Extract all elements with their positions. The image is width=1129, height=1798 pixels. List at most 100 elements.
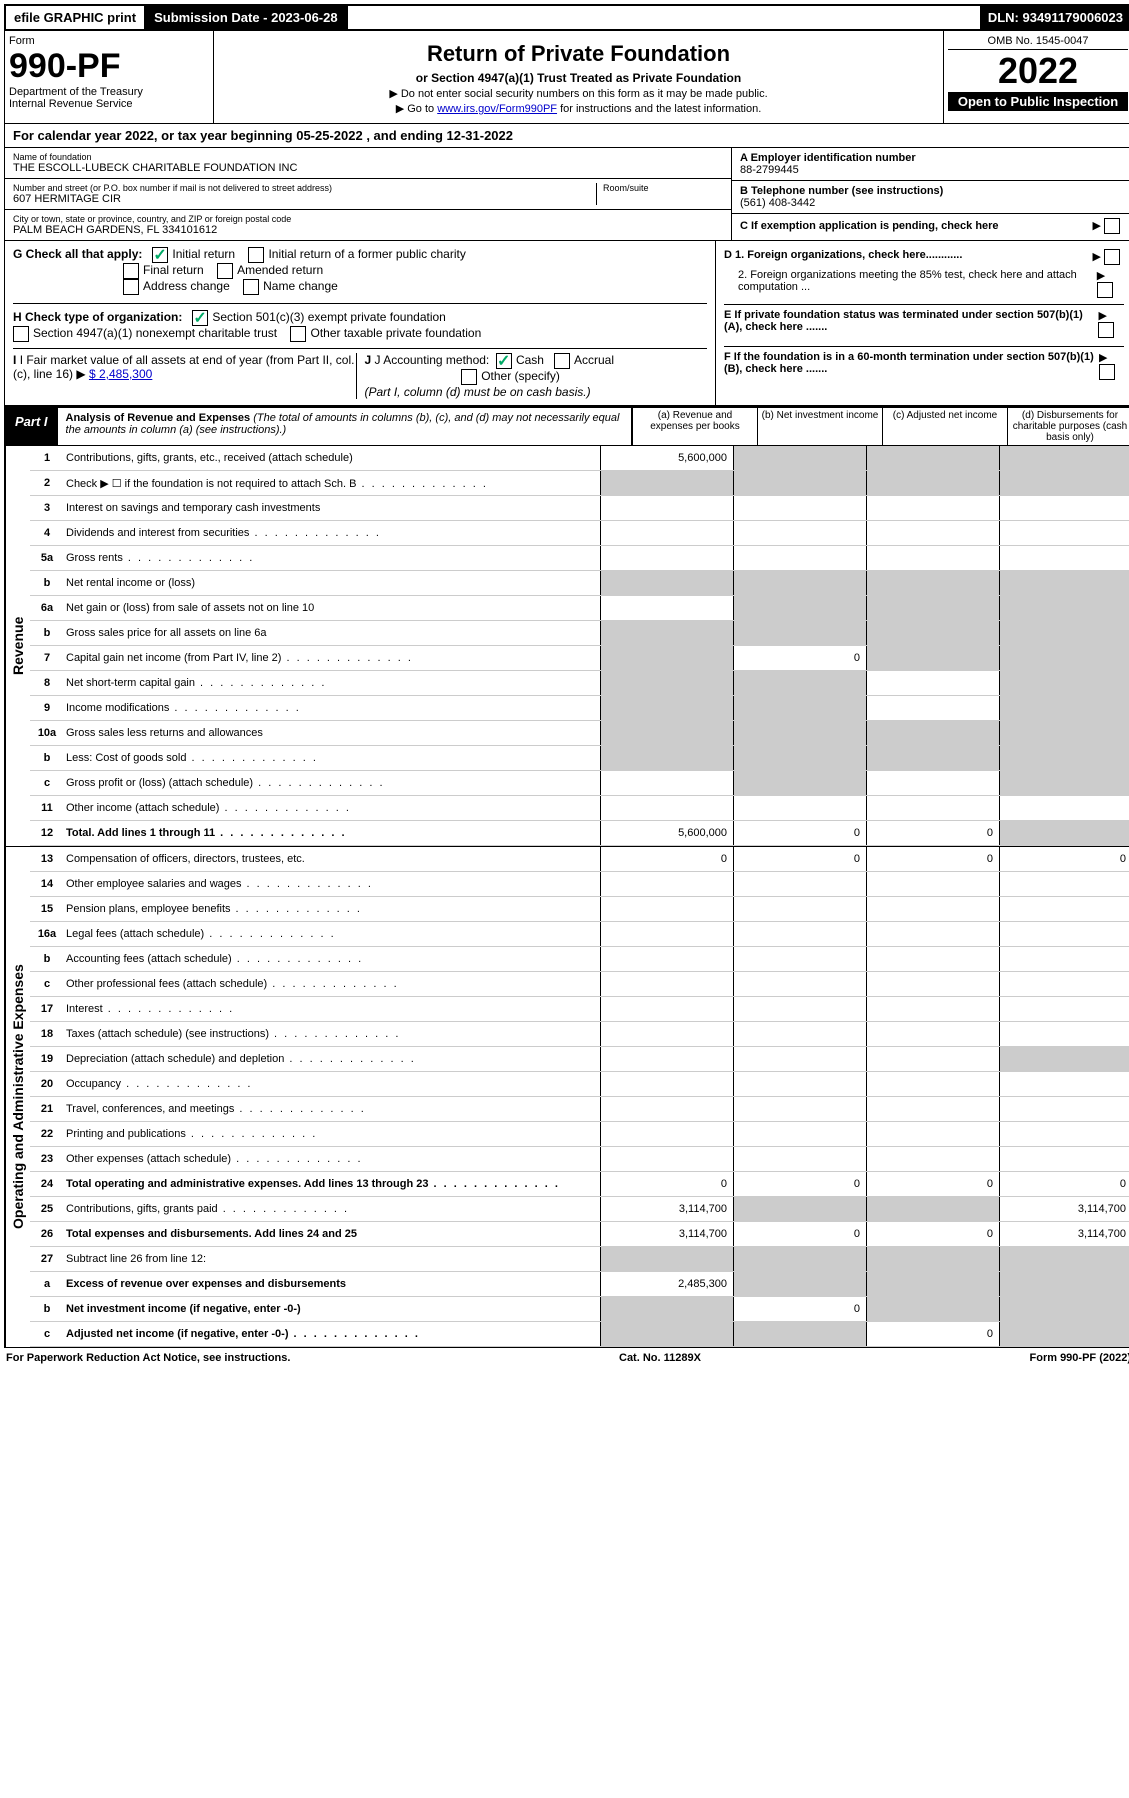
cell-col-b: 0 (733, 1172, 866, 1196)
line-description: Subtract line 26 from line 12: (64, 1249, 600, 1269)
phone-label: B Telephone number (see instructions) (740, 185, 1124, 197)
h-row: H Check type of organization: Section 50… (13, 303, 707, 342)
other-taxable-checkbox[interactable] (290, 326, 306, 342)
cell-col-d (999, 972, 1129, 996)
cell-col-a (600, 1047, 733, 1071)
cell-col-b (733, 947, 866, 971)
line-description: Other expenses (attach schedule) (64, 1149, 600, 1169)
d2-checkbox[interactable] (1097, 282, 1113, 298)
e-checkbox[interactable] (1098, 322, 1114, 338)
cell-col-b (733, 1122, 866, 1146)
line-description: Travel, conferences, and meetings (64, 1099, 600, 1119)
cell-col-d (999, 1322, 1129, 1346)
cell-col-c (866, 872, 999, 896)
cell-col-c (866, 1097, 999, 1121)
ein-row: A Employer identification number 88-2799… (732, 148, 1129, 181)
other-method-checkbox[interactable] (461, 369, 477, 385)
line-c-row: C If exemption application is pending, c… (732, 214, 1129, 238)
d1-checkbox[interactable] (1104, 249, 1120, 265)
cell-col-c (866, 746, 999, 770)
cell-col-b (733, 621, 866, 645)
cell-col-b (733, 596, 866, 620)
opt-final: Final return (143, 263, 204, 277)
cell-col-b (733, 521, 866, 545)
cell-col-b (733, 1147, 866, 1171)
table-row: 13Compensation of officers, directors, t… (30, 847, 1129, 872)
table-row: 7Capital gain net income (from Part IV, … (30, 646, 1129, 671)
accrual-checkbox[interactable] (554, 353, 570, 369)
501c3-checkbox[interactable] (192, 310, 208, 326)
line-number: 25 (30, 1199, 64, 1219)
irs-link[interactable]: www.irs.gov/Form990PF (437, 103, 557, 115)
cash-checkbox[interactable] (496, 353, 512, 369)
line-c-checkbox[interactable] (1104, 218, 1120, 234)
part-1-header: Part I Analysis of Revenue and Expenses … (4, 406, 1129, 446)
efile-button[interactable]: efile GRAPHIC print (6, 6, 146, 29)
opt-other-method: Other (specify) (481, 369, 560, 383)
cell-col-a: 3,114,700 (600, 1222, 733, 1246)
4947-checkbox[interactable] (13, 326, 29, 342)
line-number: c (30, 773, 64, 793)
cell-col-c (866, 1272, 999, 1296)
initial-return-checkbox[interactable] (152, 247, 168, 263)
initial-former-checkbox[interactable] (248, 247, 264, 263)
ein-value: 88-2799445 (740, 164, 1124, 176)
cell-col-a (600, 1072, 733, 1096)
form-label: Form (9, 35, 209, 47)
table-row: 15Pension plans, employee benefits (30, 897, 1129, 922)
cell-col-d (999, 721, 1129, 745)
cell-col-d (999, 796, 1129, 820)
fmv-value[interactable]: $ 2,485,300 (89, 367, 152, 381)
table-row: 8Net short-term capital gain (30, 671, 1129, 696)
cell-col-c (866, 1297, 999, 1321)
line-number: 22 (30, 1124, 64, 1144)
irs: Internal Revenue Service (9, 98, 209, 110)
table-row: cGross profit or (loss) (attach schedule… (30, 771, 1129, 796)
cell-col-a (600, 696, 733, 720)
cell-col-a (600, 771, 733, 795)
name-change-checkbox[interactable] (243, 279, 259, 295)
cell-col-d (999, 1297, 1129, 1321)
header-center: Return of Private Foundation or Section … (214, 31, 943, 123)
cell-col-a (600, 1297, 733, 1321)
table-row: 9Income modifications (30, 696, 1129, 721)
f-checkbox[interactable] (1099, 364, 1115, 380)
address-change-checkbox[interactable] (123, 279, 139, 295)
table-row: cAdjusted net income (if negative, enter… (30, 1322, 1129, 1347)
opt-initial: Initial return (172, 247, 235, 261)
h-label: H Check type of organization: (13, 310, 182, 324)
g-label: G Check all that apply: (13, 247, 142, 261)
d1-label: D 1. Foreign organizations, check here..… (724, 249, 962, 261)
cell-col-b: 0 (733, 821, 866, 845)
phone-value: (561) 408-3442 (740, 197, 1124, 209)
table-row: 10aGross sales less returns and allowanc… (30, 721, 1129, 746)
table-row: 1Contributions, gifts, grants, etc., rec… (30, 446, 1129, 471)
cell-col-c (866, 1072, 999, 1096)
col-a-header: (a) Revenue and expenses per books (632, 408, 757, 445)
line-number: 24 (30, 1174, 64, 1194)
cell-col-c (866, 496, 999, 520)
open-public: Open to Public Inspection (948, 92, 1128, 111)
final-return-checkbox[interactable] (123, 263, 139, 279)
table-row: bNet rental income or (loss) (30, 571, 1129, 596)
line-number: 3 (30, 498, 64, 518)
column-headers: (a) Revenue and expenses per books (b) N… (631, 408, 1129, 445)
table-row: 22Printing and publications (30, 1122, 1129, 1147)
cell-col-a (600, 721, 733, 745)
opt-former: Initial return of a former public charit… (268, 247, 465, 261)
line-number: 14 (30, 874, 64, 894)
line-number: 10a (30, 723, 64, 743)
cell-col-d (999, 1047, 1129, 1071)
foundation-name-row: Name of foundation THE ESCOLL-LUBECK CHA… (5, 148, 731, 179)
part-1-desc: Analysis of Revenue and Expenses (The to… (58, 408, 631, 445)
line-description: Total expenses and disbursements. Add li… (64, 1224, 600, 1244)
amended-return-checkbox[interactable] (217, 263, 233, 279)
table-row: 14Other employee salaries and wages (30, 872, 1129, 897)
cell-col-d: 0 (999, 847, 1129, 871)
f-label: F If the foundation is in a 60-month ter… (724, 351, 1094, 375)
calendar-year: For calendar year 2022, or tax year begi… (4, 124, 1129, 148)
line-description: Interest on savings and temporary cash i… (64, 498, 600, 518)
line-c-arrow: ▶ (1092, 218, 1124, 234)
inst2-post: for instructions and the latest informat… (557, 103, 761, 115)
table-row: bNet investment income (if negative, ent… (30, 1297, 1129, 1322)
